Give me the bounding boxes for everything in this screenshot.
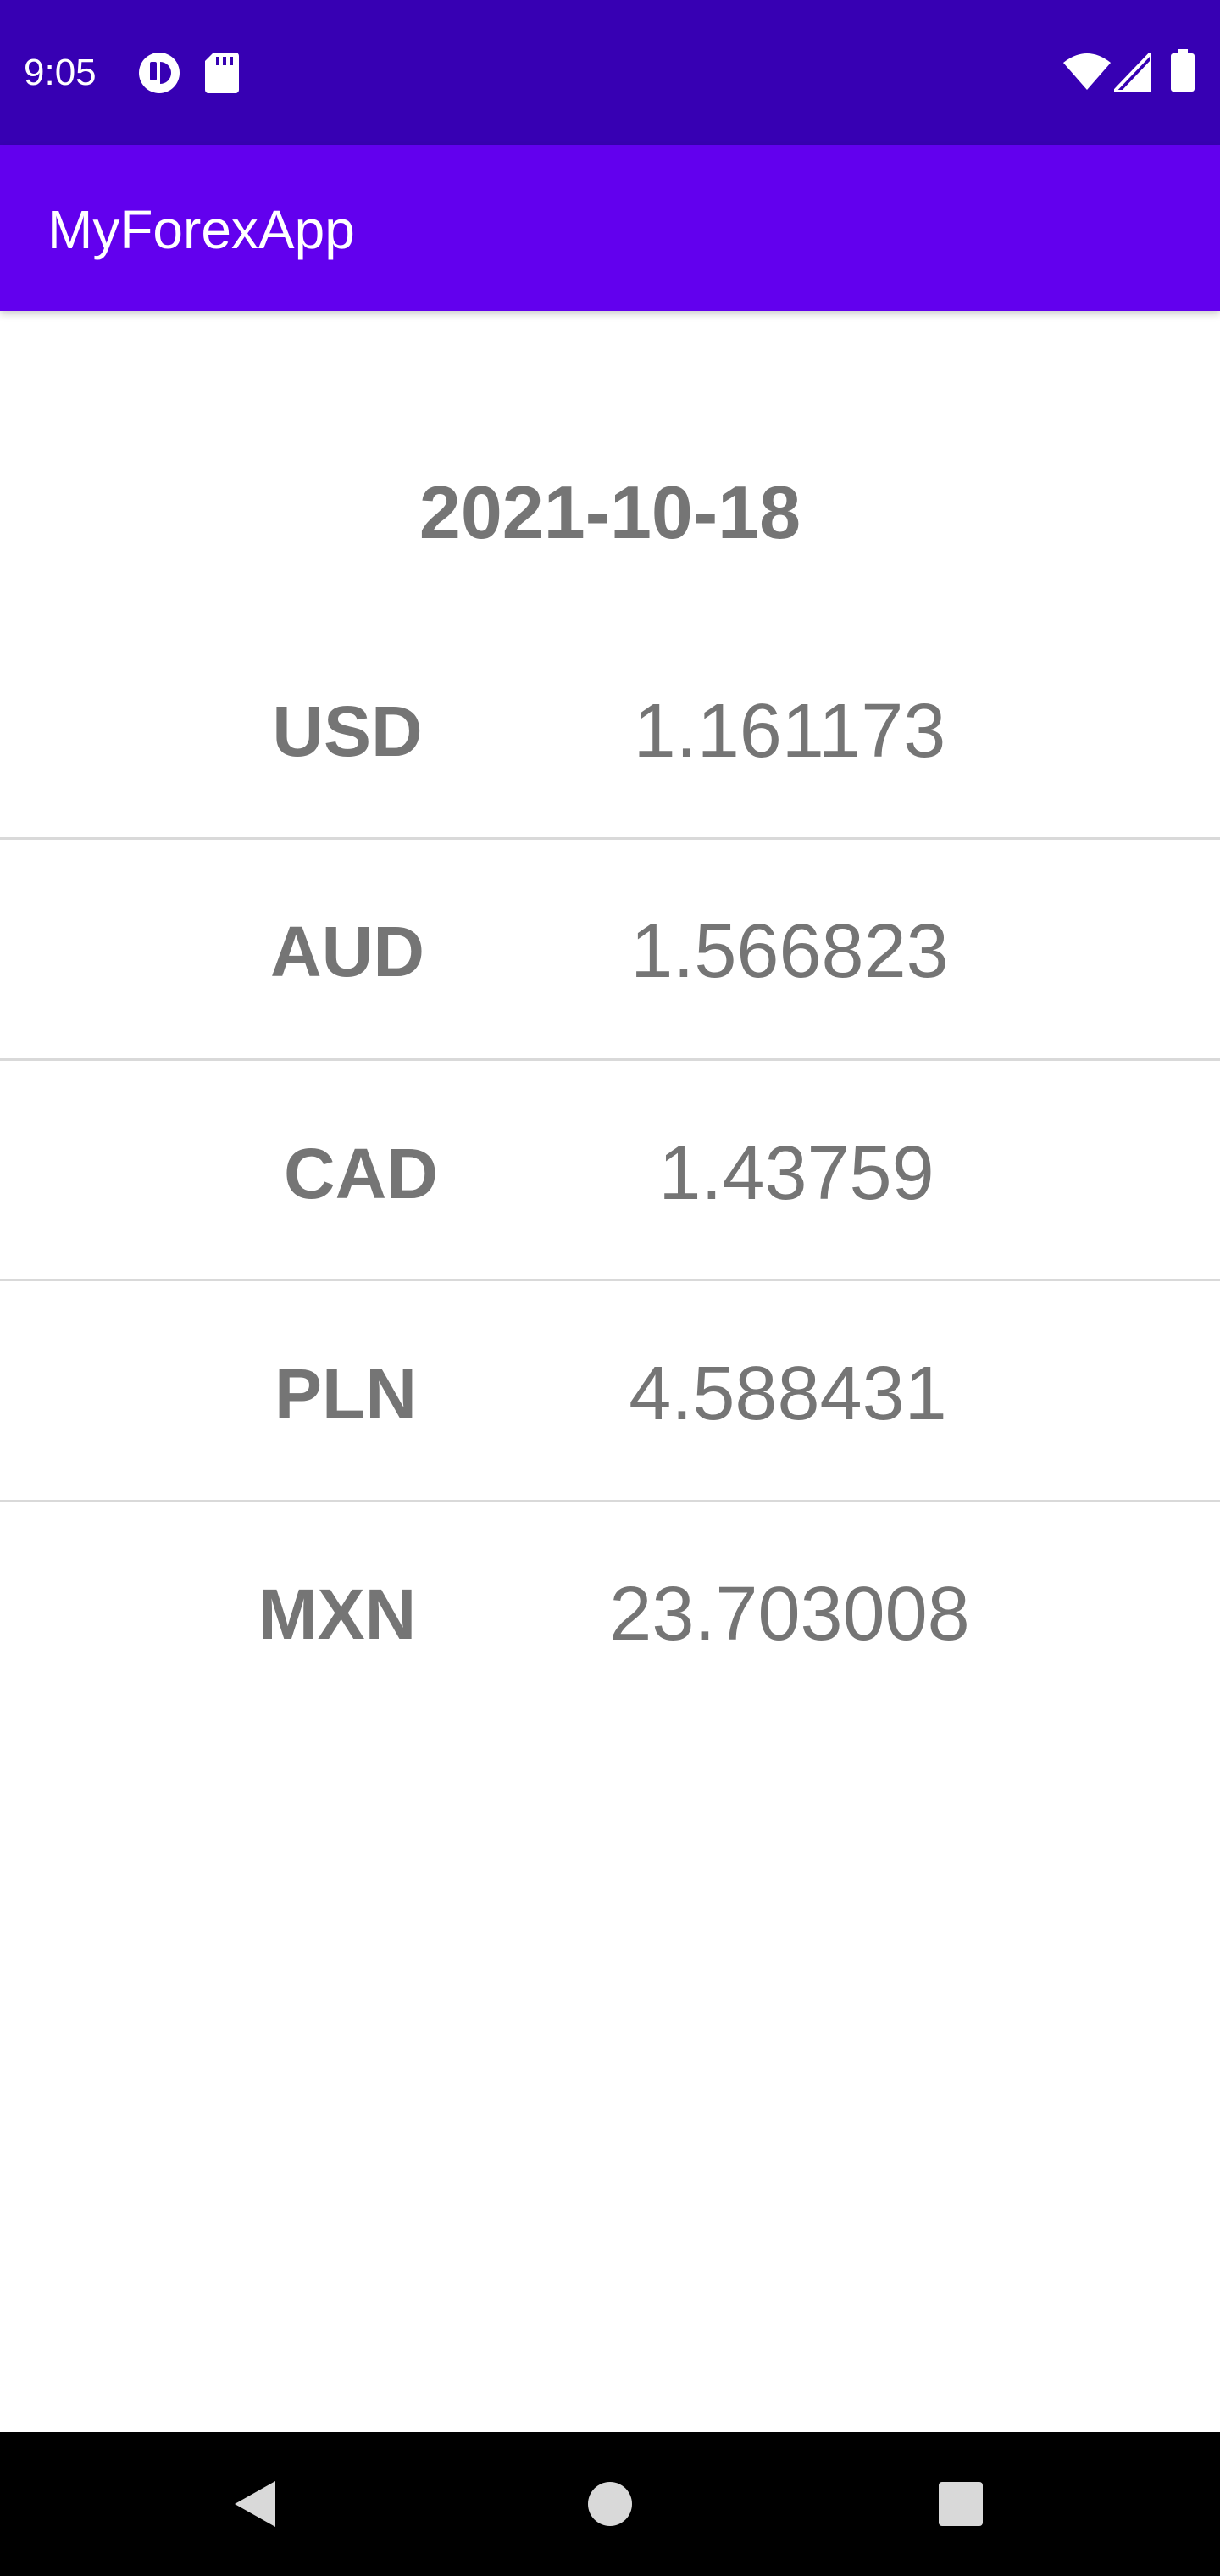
divider: [0, 1279, 1220, 1281]
rate-value: 23.703008: [609, 1572, 970, 1657]
rate-row-usd: USD 1.161173: [0, 685, 1220, 905]
rate-row-pln: PLN 4.588431: [0, 1347, 1220, 1568]
app-title: MyForexApp: [47, 199, 355, 260]
divider: [0, 1500, 1220, 1502]
sd-card-icon: [205, 53, 239, 97]
recents-button[interactable]: [889, 2432, 1033, 2576]
app-bar: MyForexApp: [0, 145, 1220, 311]
battery-icon: [1171, 49, 1195, 96]
rate-row-aud: AUD 1.566823: [0, 905, 1220, 1125]
cell-signal-icon: [1110, 48, 1153, 96]
currency-code: MXN: [258, 1574, 417, 1654]
nav-bar: [0, 2432, 1220, 2576]
currency-code: AUD: [270, 912, 424, 991]
currency-code: CAD: [284, 1134, 438, 1213]
status-bar: 9:05: [0, 0, 1220, 145]
app-notification-icon: [137, 51, 181, 99]
home-icon: [588, 2482, 632, 2526]
back-icon: [235, 2481, 275, 2527]
rate-value: 1.161173: [633, 689, 946, 774]
recents-icon: [939, 2482, 983, 2526]
currency-code: USD: [272, 691, 423, 771]
rates-date: 2021-10-18: [419, 470, 801, 554]
rate-row-mxn: MXN 23.703008: [0, 1568, 1220, 1788]
divider: [0, 837, 1220, 840]
status-time: 9:05: [24, 52, 97, 93]
divider: [0, 1058, 1220, 1061]
wifi-icon: [1063, 53, 1111, 94]
back-button[interactable]: [182, 2432, 326, 2576]
rate-value: 1.43759: [658, 1131, 934, 1216]
rate-row-cad: CAD 1.43759: [0, 1127, 1220, 1347]
rate-value: 1.566823: [630, 909, 949, 994]
rate-value: 4.588431: [629, 1352, 947, 1436]
currency-code: PLN: [274, 1354, 417, 1434]
home-button[interactable]: [538, 2432, 682, 2576]
